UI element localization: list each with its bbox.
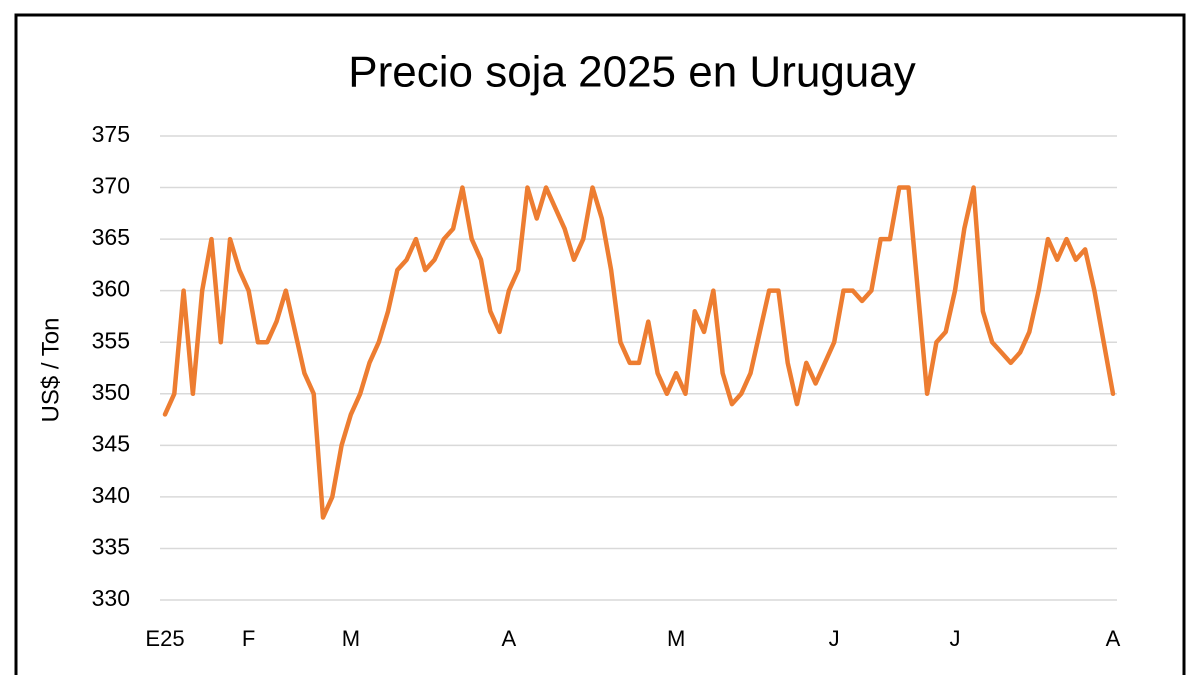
x-tick-label: E25 (145, 626, 184, 651)
y-tick-label: 370 (92, 173, 130, 199)
y-tick-label: 350 (92, 379, 130, 405)
y-tick-label: 355 (92, 327, 130, 353)
x-tick-label: F (242, 626, 255, 651)
y-tick-label: 330 (92, 585, 130, 611)
y-tick-label: 335 (92, 534, 130, 560)
y-tick-label: 365 (92, 224, 130, 250)
x-tick-label: M (342, 626, 360, 651)
x-tick-label: J (950, 626, 961, 651)
y-tick-label: 345 (92, 430, 130, 456)
x-tick-label: A (1106, 626, 1121, 651)
x-tick-label: J (829, 626, 840, 651)
x-tick-label: A (502, 626, 517, 651)
y-tick-label: 340 (92, 482, 130, 508)
chart-title: Precio soja 2025 en Uruguay (348, 48, 915, 97)
price-line (162, 185, 1116, 520)
y-axis-label: US$ / Ton (37, 318, 64, 423)
chart-border (14, 13, 1186, 675)
x-tick-label: M (667, 626, 685, 651)
y-tick-label: 360 (92, 276, 130, 302)
y-tick-label: 375 (92, 121, 130, 147)
